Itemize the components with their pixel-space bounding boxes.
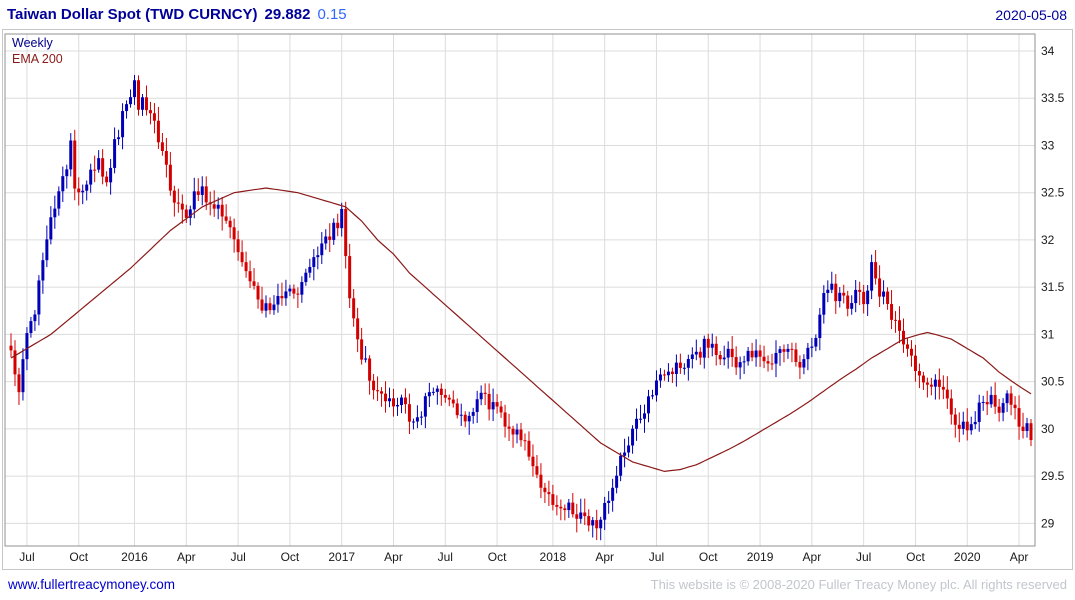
svg-text:34: 34 xyxy=(1041,44,1055,58)
legend-timeframe: Weekly xyxy=(12,36,53,50)
site-link[interactable]: www.fullertreacymoney.com xyxy=(8,576,176,592)
svg-text:33.5: 33.5 xyxy=(1041,91,1065,105)
svg-text:2018: 2018 xyxy=(540,550,567,564)
svg-text:31: 31 xyxy=(1041,327,1055,341)
svg-text:2016: 2016 xyxy=(121,550,148,564)
gridlines xyxy=(5,34,1035,546)
svg-text:Oct: Oct xyxy=(488,550,507,564)
copyright-text: This website is © 2008-2020 Fuller Treac… xyxy=(650,576,1067,592)
svg-text:Jul: Jul xyxy=(230,550,245,564)
candles-layer xyxy=(9,74,1033,541)
svg-text:29.5: 29.5 xyxy=(1041,469,1065,483)
svg-text:Jul: Jul xyxy=(649,550,664,564)
chart-area[interactable]: Weekly EMA 200 34 33.5 33 32.5 32 31.5 31 30.5 3… xyxy=(2,29,1073,570)
last-price: 29.882 xyxy=(264,6,311,23)
page-footer: www.fullertreacymoney.com This website i… xyxy=(0,570,1075,598)
svg-text:Jul: Jul xyxy=(438,550,453,564)
svg-text:29: 29 xyxy=(1041,516,1055,530)
svg-text:30.5: 30.5 xyxy=(1041,375,1065,389)
chart-header: Taiwan Dollar Spot (TWD CURNCY) 29.882 0… xyxy=(0,0,1075,29)
svg-text:Jul: Jul xyxy=(856,550,871,564)
svg-text:Apr: Apr xyxy=(803,550,822,564)
candlestick-chart[interactable]: 34 33.5 33 32.5 32 31.5 31 30.5 30 29.5 29 Jul Oct 20… xyxy=(3,30,1072,569)
svg-text:Oct: Oct xyxy=(281,550,300,564)
svg-text:Apr: Apr xyxy=(595,550,614,564)
svg-text:31.5: 31.5 xyxy=(1041,280,1065,294)
svg-text:32: 32 xyxy=(1041,233,1055,247)
svg-text:Apr: Apr xyxy=(384,550,403,564)
svg-text:30: 30 xyxy=(1041,422,1055,436)
svg-text:2019: 2019 xyxy=(747,550,774,564)
svg-text:2020: 2020 xyxy=(954,550,981,564)
title-group: Taiwan Dollar Spot (TWD CURNCY) 29.882 0… xyxy=(7,6,347,23)
svg-text:Apr: Apr xyxy=(177,550,196,564)
ema-line xyxy=(10,187,1032,473)
svg-text:33: 33 xyxy=(1041,138,1055,152)
plot-border xyxy=(4,33,1036,547)
svg-text:32.5: 32.5 xyxy=(1041,186,1065,200)
price-change: 0.15 xyxy=(317,6,347,23)
svg-text:Oct: Oct xyxy=(906,550,925,564)
chart-date: 2020-05-08 xyxy=(995,6,1067,23)
svg-text:Oct: Oct xyxy=(69,550,88,564)
svg-text:2017: 2017 xyxy=(328,550,355,564)
x-axis-labels: Jul Oct 2016 Apr Jul Oct 2017 Apr Jul Oct 2018 Apr J… xyxy=(19,550,1028,564)
chart-legend: Weekly EMA 200 xyxy=(12,35,63,67)
instrument-title: Taiwan Dollar Spot (TWD CURNCY) xyxy=(7,6,258,23)
svg-text:Oct: Oct xyxy=(699,550,718,564)
legend-ema: EMA 200 xyxy=(12,52,63,66)
y-axis-labels: 34 33.5 33 32.5 32 31.5 31 30.5 30 29.5 29 xyxy=(1041,44,1065,530)
svg-text:Jul: Jul xyxy=(19,550,34,564)
svg-text:Apr: Apr xyxy=(1010,550,1029,564)
